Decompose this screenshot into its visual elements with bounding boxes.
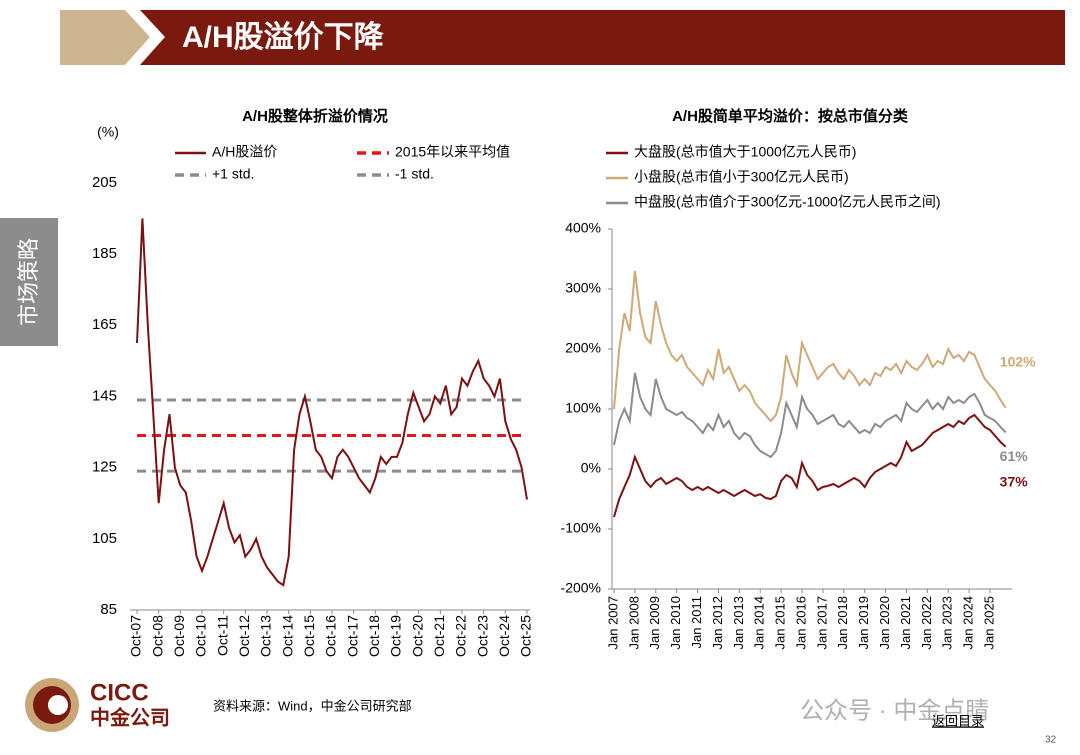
series-line bbox=[136, 218, 528, 587]
series-line bbox=[613, 270, 1007, 423]
header-band bbox=[140, 10, 1065, 65]
x-tick-label: Oct-15 bbox=[301, 615, 317, 657]
legend-label: -1 std. bbox=[395, 166, 434, 182]
y-tick-label: 165 bbox=[92, 316, 117, 333]
chart-title: A/H股整体折溢价情况 bbox=[242, 107, 388, 125]
x-tick-label: Jan 2025 bbox=[981, 596, 996, 650]
logo-inner bbox=[48, 695, 68, 715]
x-tick-label: Oct-19 bbox=[388, 615, 404, 657]
x-tick-label: Oct-12 bbox=[236, 615, 252, 657]
y-tick-label: -100% bbox=[561, 520, 601, 536]
y-tick-label: -200% bbox=[561, 580, 601, 596]
watermark: 公众号 · 中金点睛 bbox=[800, 697, 989, 724]
legend-label: +1 std. bbox=[212, 166, 254, 182]
side-tab-label: 市场策略 bbox=[16, 238, 41, 326]
x-tick-label: Oct-11 bbox=[214, 615, 230, 656]
x-tick-label: Oct-13 bbox=[258, 615, 274, 657]
x-tick-label: Oct-22 bbox=[453, 615, 469, 657]
x-tick-label: Jan 2010 bbox=[668, 596, 683, 650]
legend-label: 大盘股(总市值大于1000亿元人民币) bbox=[634, 144, 856, 160]
x-tick-label: Jan 2008 bbox=[626, 596, 641, 650]
x-tick-label: Jan 2021 bbox=[898, 596, 913, 650]
y-tick-label: 200% bbox=[565, 340, 601, 356]
legend-label: 2015年以来平均值 bbox=[395, 144, 510, 160]
end-label: 37% bbox=[1000, 474, 1029, 490]
legend-label: 小盘股(总市值小于300亿元人民币) bbox=[634, 169, 849, 185]
y-tick-label: 85 bbox=[100, 601, 117, 618]
x-tick-label: Jan 2014 bbox=[752, 596, 767, 650]
x-tick-label: Jan 2013 bbox=[731, 596, 746, 650]
header-title: A/H股溢价下降 bbox=[182, 21, 385, 54]
x-tick-label: Oct-23 bbox=[474, 615, 490, 657]
x-tick-label: Oct-08 bbox=[149, 615, 165, 657]
header-accent bbox=[60, 10, 150, 65]
x-tick-label: Jan 2017 bbox=[814, 596, 829, 650]
x-tick-label: Jan 2018 bbox=[835, 596, 850, 650]
y-tick-label: 125 bbox=[92, 459, 117, 476]
series-line bbox=[613, 413, 1007, 518]
x-tick-label: Jan 2016 bbox=[793, 596, 808, 650]
x-tick-label: Oct-25 bbox=[518, 615, 534, 657]
x-tick-label: Jan 2023 bbox=[940, 596, 955, 650]
charts: A/H股整体折溢价情况 (%) 85 105 125 145 165 185 205 Oct-07… bbox=[92, 107, 1036, 657]
x-tick-label: Oct-07 bbox=[128, 615, 144, 657]
end-label: 102% bbox=[1000, 354, 1036, 370]
x-tick-label: Oct-14 bbox=[279, 615, 295, 657]
series-line bbox=[613, 372, 1007, 459]
end-label: 61% bbox=[1000, 448, 1029, 464]
x-tick-label: Jan 2012 bbox=[710, 596, 725, 650]
y-tick-label: 400% bbox=[565, 220, 601, 236]
back-to-contents[interactable]: 返回目录 bbox=[932, 713, 984, 728]
x-tick-label: Oct-16 bbox=[323, 615, 339, 657]
x-tick-label: Jan 2024 bbox=[961, 596, 976, 650]
x-tick-label: Jan 2019 bbox=[856, 596, 871, 650]
x-tick-label: Oct-17 bbox=[344, 615, 360, 657]
legend-label: 中盘股(总市值介于300亿元-1000亿元人民币之间) bbox=[634, 194, 941, 210]
x-tick-label: Jan 2009 bbox=[647, 596, 662, 650]
x-tick-label: Jan 2020 bbox=[877, 596, 892, 650]
source-note: 资料来源：Wind，中金公司研究部 bbox=[213, 698, 412, 713]
x-tick-label: Oct-24 bbox=[496, 615, 512, 657]
x-tick-label: Jan 2007 bbox=[605, 596, 620, 650]
x-tick-label: Jan 2022 bbox=[919, 596, 934, 650]
chart-title: A/H股简单平均溢价：按总市值分类 bbox=[672, 107, 909, 125]
logo-en: CICC bbox=[90, 679, 149, 706]
x-tick-label: Jan 2011 bbox=[689, 596, 704, 649]
x-tick-label: Oct-18 bbox=[366, 615, 382, 657]
y-unit: (%) bbox=[97, 124, 119, 140]
x-tick-label: Jan 2015 bbox=[773, 596, 788, 650]
side-tab bbox=[0, 218, 58, 346]
y-tick-label: 185 bbox=[92, 245, 117, 262]
x-tick-label: Oct-09 bbox=[171, 615, 187, 657]
x-tick-label: Oct-20 bbox=[409, 615, 425, 657]
page-number: 32 bbox=[1045, 735, 1057, 746]
logo-cn: 中金公司 bbox=[90, 705, 170, 729]
x-tick-label: Oct-10 bbox=[193, 615, 209, 657]
legend-label: A/H股溢价 bbox=[212, 144, 277, 160]
y-tick-label: 100% bbox=[565, 400, 601, 416]
x-tick-label: Oct-21 bbox=[431, 615, 447, 657]
y-tick-label: 205 bbox=[92, 174, 117, 191]
y-tick-label: 0% bbox=[581, 460, 601, 476]
y-tick-label: 105 bbox=[92, 530, 117, 547]
y-tick-label: 300% bbox=[565, 280, 601, 296]
y-tick-label: 145 bbox=[92, 387, 117, 404]
